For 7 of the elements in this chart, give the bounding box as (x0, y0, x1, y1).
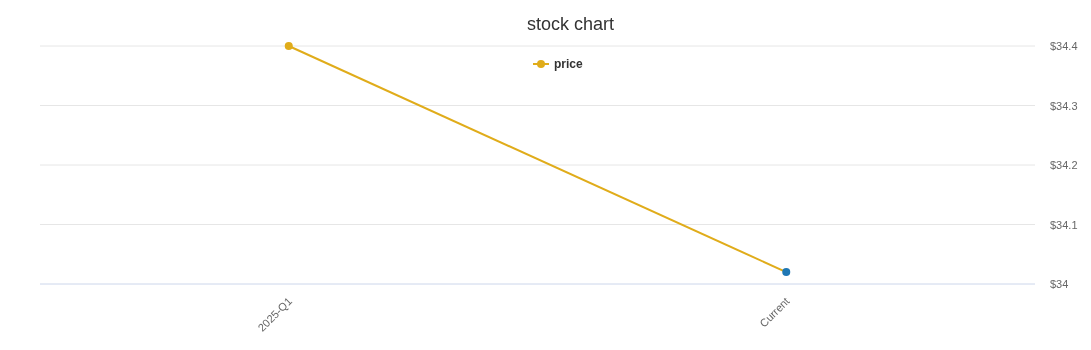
legend-label: price (554, 57, 584, 71)
y-tick-label: $34.2 (1050, 159, 1078, 171)
y-tick-label: $34.3 (1050, 99, 1078, 112)
y-tick-label: $34 (1050, 278, 1069, 290)
chart-title: stock chart (526, 14, 615, 34)
y-tick-label: $34.1 (1050, 218, 1078, 231)
y-tick-label: $34.4 (1050, 40, 1078, 52)
